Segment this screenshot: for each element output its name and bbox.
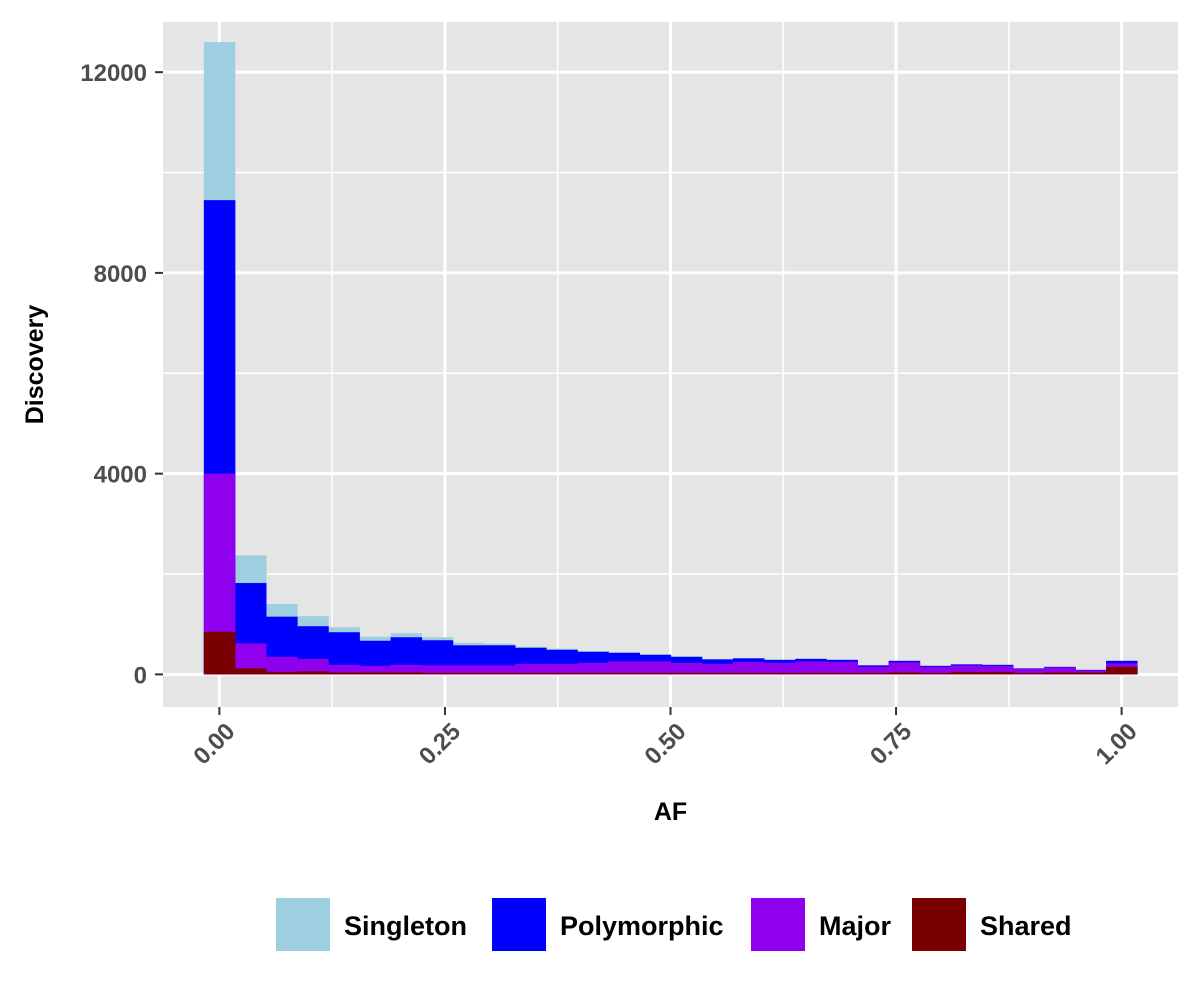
bar-shared: [234, 668, 267, 675]
bar-shared: [764, 672, 796, 675]
legend-swatch-polymorphic: [492, 898, 546, 951]
legend: Singleton Polymorphic Major Shared: [276, 898, 1072, 951]
bar-major: [546, 663, 578, 675]
bar-shared: [359, 672, 391, 675]
bar-shared: [732, 672, 765, 675]
bar-major: [1013, 668, 1045, 675]
bar-major: [483, 665, 516, 675]
bar-major: [701, 663, 734, 675]
y-tick-label: 12000: [80, 60, 147, 87]
bar-major: [764, 662, 796, 675]
bar-major: [670, 662, 703, 675]
bar-major: [421, 665, 454, 675]
bar-major: [328, 664, 360, 675]
y-tick-label: 4000: [94, 462, 147, 489]
y-tick-label: 8000: [94, 261, 147, 288]
bar-major: [452, 665, 485, 675]
bar-major: [639, 661, 672, 675]
bar-shared: [266, 671, 298, 675]
bar-shared: [888, 672, 921, 675]
bar-shared: [857, 672, 890, 675]
bar-major: [266, 656, 298, 675]
bar-shared: [1013, 672, 1045, 675]
y-axis-ticks: 0 4000 8000 12000: [80, 60, 163, 689]
x-tick-label: 0.25: [414, 718, 466, 770]
bar-major: [919, 666, 952, 675]
bar-major: [515, 663, 547, 675]
bar-major: [857, 666, 890, 675]
bar-major: [732, 661, 765, 675]
bar-major: [888, 662, 921, 675]
x-axis-title: AF: [654, 798, 687, 826]
bar-shared: [203, 631, 236, 675]
bar-major: [390, 664, 423, 675]
bar-shared: [1075, 672, 1107, 675]
x-tick-label: 0.00: [188, 718, 240, 770]
bar-major: [608, 661, 640, 675]
bar-shared: [483, 672, 516, 675]
bar-shared: [670, 672, 703, 675]
bar-shared: [1044, 672, 1076, 675]
bar-shared: [1106, 666, 1138, 675]
bar-major: [950, 665, 983, 675]
bar-shared: [981, 671, 1014, 675]
legend-label-singleton: Singleton: [344, 911, 467, 941]
x-axis-ticks: 0.00 0.25 0.50 0.75 1.00: [188, 707, 1143, 770]
bar-shared: [515, 672, 547, 675]
bar-shared: [577, 672, 609, 675]
bar-shared: [608, 672, 640, 675]
bar-shared: [328, 672, 360, 675]
bar-major: [297, 658, 329, 675]
bar-major: [359, 665, 391, 675]
legend-swatch-shared: [912, 898, 966, 951]
legend-swatch-singleton: [276, 898, 330, 951]
x-tick-label: 1.00: [1091, 718, 1143, 770]
bar-major: [1044, 667, 1076, 675]
bar-shared: [452, 672, 485, 675]
bar-shared: [421, 672, 454, 675]
x-tick-label: 0.75: [865, 718, 917, 770]
y-axis-title: Discovery: [21, 305, 49, 425]
bar-shared: [390, 672, 423, 675]
bar-shared: [950, 671, 983, 675]
bar-major: [981, 665, 1014, 675]
legend-swatch-major: [751, 898, 805, 951]
bar-shared: [919, 672, 952, 675]
bar-shared: [546, 672, 578, 675]
bar-major: [577, 662, 609, 675]
bar-shared: [639, 672, 672, 675]
bars-group: [203, 42, 1138, 675]
bar-shared: [826, 672, 858, 675]
x-tick-label: 0.50: [639, 718, 691, 770]
bar-shared: [297, 671, 329, 675]
legend-label-polymorphic: Polymorphic: [560, 911, 724, 941]
bar-major: [826, 661, 858, 675]
legend-label-major: Major: [819, 911, 892, 941]
bar-shared: [701, 672, 734, 675]
bar-shared: [795, 672, 827, 675]
legend-label-shared: Shared: [980, 911, 1072, 941]
bar-major: [795, 661, 827, 675]
y-tick-label: 0: [134, 662, 147, 689]
